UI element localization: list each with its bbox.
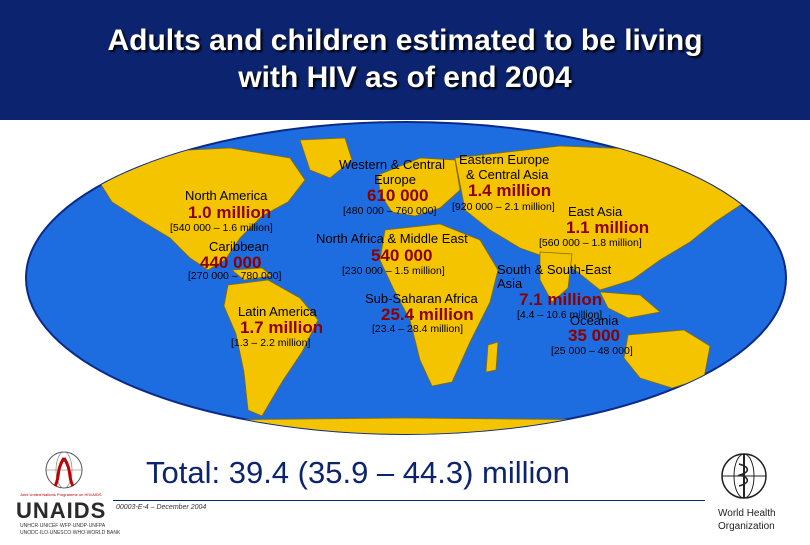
label-east-asia-value: 1.1 million [566, 218, 650, 237]
world-map [25, 121, 787, 435]
landmass-new-zealand [725, 379, 737, 403]
landmass-north-america [94, 147, 306, 271]
landmass-africa [379, 223, 499, 387]
label-caribbean-value: 440 000 [200, 253, 262, 272]
unaids-cosponsors-1: UNHCR·UNICEF·WFP·UNDP·UNFPA [20, 523, 106, 529]
label-north-africa-middle-east-value: 540 000 [371, 246, 433, 265]
label-eastern-europe-name-2: & Central Asia [466, 167, 549, 182]
label-eastern-europe-value: 1.4 million [468, 181, 552, 200]
landmass-india [539, 251, 573, 303]
label-east-asia-range: [560 000 – 1.8 million] [539, 237, 642, 249]
label-latin-america-value: 1.7 million [240, 318, 324, 337]
label-sub-saharan-africa-name: Sub-Saharan Africa [365, 291, 478, 306]
label-north-africa-middle-east-name: North Africa & Middle East [316, 231, 468, 246]
label-north-america-name: North America [185, 188, 268, 203]
landmass-antarctica [39, 417, 781, 434]
label-oceania-range: [25 000 – 48 000] [551, 345, 633, 357]
who-logo: World Health Organization [712, 450, 802, 540]
label-western-central-europe-name-2: Europe [374, 172, 416, 187]
label-caribbean-name: Caribbean [209, 239, 269, 254]
label-south-southeast-asia-name-1: South & South-East [497, 262, 612, 277]
landmass-southeast-asia [599, 291, 661, 319]
unaids-wordmark: UNAIDS [16, 498, 107, 523]
label-latin-america-range: [1.3 – 2.2 million] [231, 337, 311, 349]
landmass-caribbean [230, 267, 273, 281]
label-north-america-value: 1.0 million [188, 203, 272, 222]
label-oceania-name: Oceania [570, 313, 619, 328]
label-south-southeast-asia-range: [4.4 – 10.6 million] [517, 309, 603, 321]
landmass-europe [377, 157, 461, 217]
landmass-greenland [299, 137, 353, 179]
label-south-southeast-asia-value: 7.1 million [519, 290, 603, 309]
label-east-asia-name: East Asia [568, 204, 623, 219]
label-south-southeast-asia-name-2: Asia [497, 276, 523, 291]
who-emblem-icon [721, 453, 767, 499]
unaids-tagline: Joint United Nations Programme on HIV/AI… [20, 492, 102, 497]
label-sub-saharan-africa-value: 25.4 million [381, 305, 474, 324]
unaids-logo: Joint United Nations Programme on HIV/AI… [14, 448, 120, 540]
who-name-line-2: Organization [718, 521, 775, 532]
label-caribbean-range: [270 000 – 780 000] [188, 270, 282, 282]
title-line-2: with HIV as of end 2004 [238, 61, 572, 94]
total-estimate: Total: 39.4 (35.9 – 44.3) million [146, 455, 570, 490]
unaids-cosponsors-2: UNODC·ILO·UNESCO·WHO·WORLD BANK [20, 530, 121, 536]
who-name-line-1: World Health [718, 508, 776, 519]
label-western-central-europe-name-1: Western & Central [339, 157, 445, 172]
label-north-america-range: [540 000 – 1.6 million] [170, 222, 273, 234]
landmass-madagascar [485, 341, 499, 373]
label-western-central-europe-range: [480 000 – 760 000] [343, 205, 437, 217]
label-western-central-europe-value: 610 000 [367, 186, 429, 205]
footer-divider [113, 500, 705, 501]
label-sub-saharan-africa-range: [23.4 – 28.4 million] [372, 323, 464, 335]
label-north-africa-middle-east-range: [230 000 – 1.5 million] [342, 265, 445, 277]
footer-code: 00003-E-4 – December 2004 [116, 504, 207, 511]
label-eastern-europe-name-1: Eastern Europe [459, 152, 550, 167]
slide-title: Adults and children estimated to be livi… [0, 22, 810, 96]
title-line-1: Adults and children estimated to be livi… [107, 24, 703, 57]
unaids-emblem-icon [45, 451, 83, 489]
label-oceania-value: 35 000 [568, 326, 620, 345]
label-latin-america-name: Latin America [238, 304, 317, 319]
landmass-south-america [223, 279, 319, 417]
world-map-panel [0, 120, 810, 438]
label-eastern-europe-range: [920 000 – 2.1 million] [452, 201, 555, 213]
